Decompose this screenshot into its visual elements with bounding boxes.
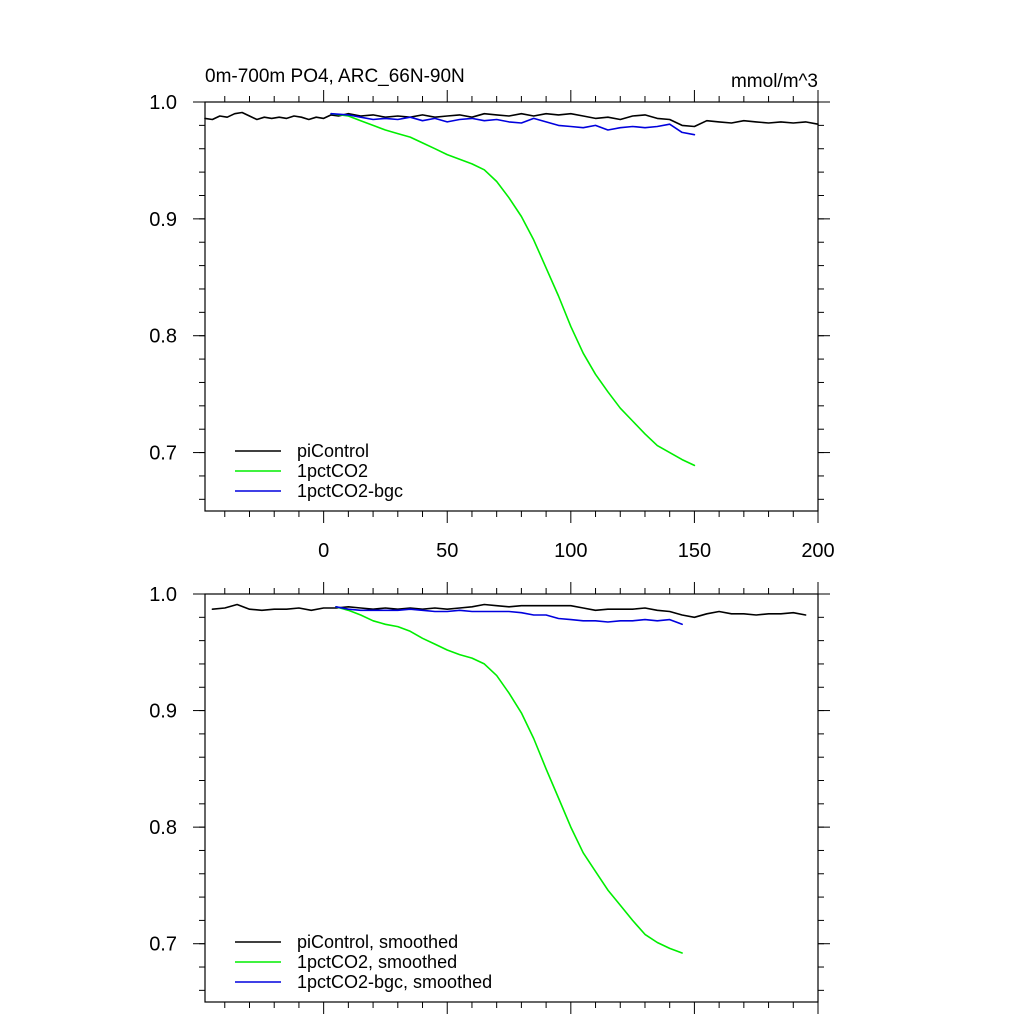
y-tick-label: 1.0 xyxy=(149,92,177,114)
legend-label: 1pctCO2-bgc xyxy=(297,481,403,501)
bottom-panel: 0.7 0.8 0.9 1.0 piControl, smoothed1pctCO2, … xyxy=(149,582,830,1014)
series-line-1pctco2 xyxy=(330,112,696,467)
series-line-picontrol-smoothed xyxy=(211,603,807,619)
chart-units: mmol/m^3 xyxy=(731,71,818,92)
legend-label: 1pctCO2, smoothed xyxy=(297,952,457,972)
chart-title: 0m-700m PO4, ARC_66N-90N xyxy=(205,66,465,87)
y-tick-label: 0.9 xyxy=(149,209,177,231)
plot-frame xyxy=(204,101,819,512)
top-panel: 0 50 100 150 200 0.7 0.8 0.9 1.0 0m-700m PO4, ARC… xyxy=(149,66,835,562)
y-tick-label: 0.7 xyxy=(149,934,177,956)
legend-label: 1pctCO2 xyxy=(297,461,368,481)
plot-frame xyxy=(204,593,819,1003)
legend-label: piControl xyxy=(297,441,369,461)
y-tick-label: 0.9 xyxy=(149,701,177,723)
x-tick-label: 50 xyxy=(436,540,458,562)
series-line-1pctco2-bgc-smoothed xyxy=(335,605,683,626)
x-tick-label: 100 xyxy=(554,540,587,562)
series-line-1pctco2-smoothed xyxy=(335,605,683,954)
legend-label: 1pctCO2-bgc, smoothed xyxy=(297,972,492,992)
legend-label: piControl, smoothed xyxy=(297,932,458,952)
series-line-1pctco2-bgc xyxy=(330,112,696,136)
y-tick-label: 0.8 xyxy=(149,817,177,839)
series-line-picontrol xyxy=(204,111,819,128)
y-tick-label: 0.7 xyxy=(149,443,177,465)
x-tick-label: 150 xyxy=(678,540,711,562)
x-tick-label: 0 xyxy=(318,540,329,562)
x-tick-label: 200 xyxy=(801,540,834,562)
y-tick-label: 1.0 xyxy=(149,584,177,606)
y-tick-label: 0.8 xyxy=(149,326,177,348)
